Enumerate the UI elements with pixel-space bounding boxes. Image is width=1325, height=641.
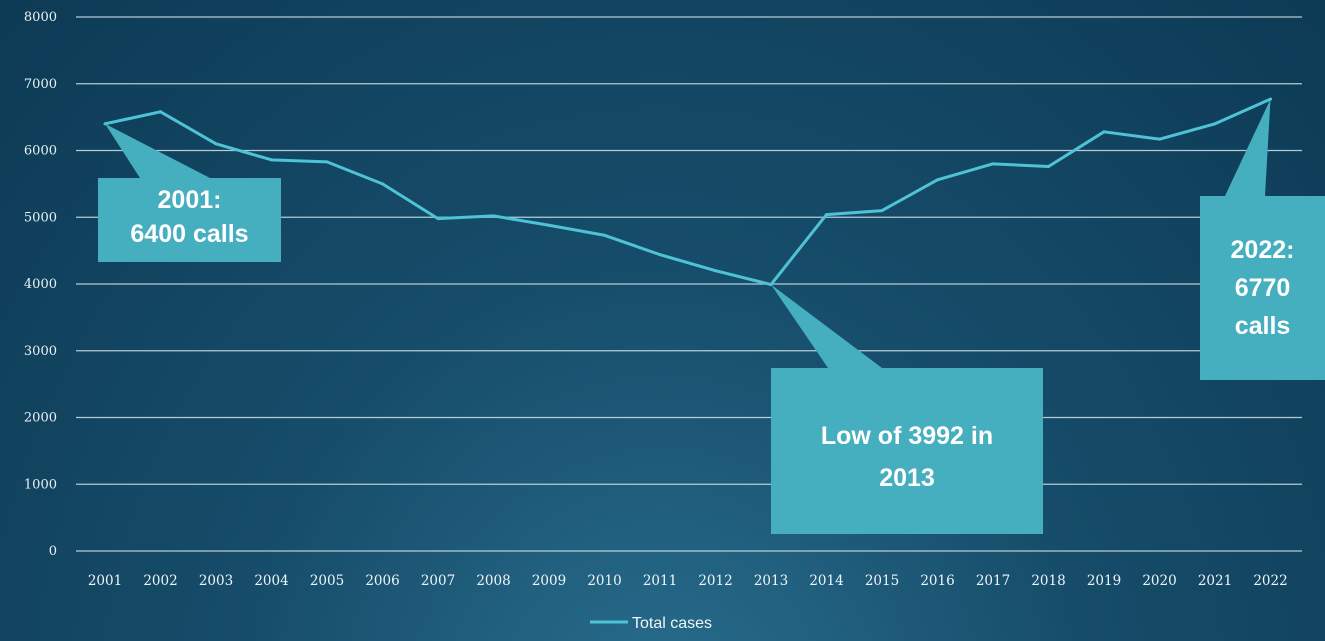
data-point-2019 [1102,130,1106,134]
callout-box [1200,196,1325,380]
data-point-2006 [381,182,384,186]
x-tick-label: 2014 [809,573,843,589]
x-tick-label: 2021 [1198,573,1232,589]
x-axis-ticks: 2001 2002 2003 2004 2005 2006 2007 2008 2009 2010… [88,573,1288,589]
y-tick-label: 7000 [24,77,57,92]
callout-text-line: 6400 calls [130,220,248,248]
legend-label: Total cases [632,615,712,632]
x-tick-label: 2020 [1142,573,1176,589]
data-point-2014 [825,213,828,217]
callout-pointer [1225,99,1271,196]
data-point-2010 [603,233,606,237]
data-point-2004 [270,158,273,162]
data-point-2011 [658,253,662,257]
y-tick-label: 2000 [24,411,57,426]
x-tick-label: 2002 [143,573,177,589]
x-tick-label: 2010 [587,573,621,589]
x-tick-label: 2003 [199,573,233,589]
x-tick-label: 2009 [532,573,566,589]
x-tick-label: 2008 [476,573,510,589]
callout-pointer [105,123,210,178]
data-point-2021 [1213,122,1217,126]
data-point-2005 [325,160,329,164]
x-tick-label: 2013 [754,573,788,589]
x-tick-label: 2001 [88,573,122,589]
data-point-2015 [880,209,884,213]
x-tick-label: 2016 [920,573,954,589]
y-tick-label: 0 [49,544,57,559]
data-point-2016 [936,178,939,182]
y-tick-label: 5000 [24,210,57,225]
y-tick-label: 6000 [24,144,57,159]
callout-2022: 2022: 6770 calls [1200,99,1325,380]
x-tick-label: 2017 [976,573,1010,589]
x-tick-label: 2007 [421,573,455,589]
callouts: 2001: 6400 calls Low of 3992 in 2013 2022: 67… [98,99,1325,534]
series-layer [103,97,1272,287]
x-tick-label: 2012 [698,573,732,589]
callout-2001: 2001: 6400 calls [98,123,281,262]
data-point-2003 [214,142,218,146]
legend: Total cases [590,615,712,632]
data-point-2007 [436,217,440,221]
callout-text-line: calls [1235,312,1291,340]
x-tick-label: 2018 [1031,573,1065,589]
x-tick-label: 2006 [365,573,399,589]
y-axis-ticks: 0 1000 2000 3000 4000 5000 6000 7000 8000 [24,10,57,559]
x-tick-label: 2019 [1087,573,1121,589]
x-tick-label: 2011 [643,573,677,589]
callout-box [98,178,281,262]
data-point-2002 [159,110,162,114]
callout-text-line: Low of 3992 in [821,422,993,450]
x-tick-label: 2005 [310,573,344,589]
data-point-2017 [991,162,995,166]
y-tick-label: 4000 [24,277,57,292]
data-point-2018 [1047,165,1050,169]
x-tick-label: 2015 [865,573,899,589]
callout-text-line: 2022: [1231,236,1295,264]
gridlines [76,16,1302,552]
callout-2013: Low of 3992 in 2013 [771,284,1043,534]
callout-text-line: 2013 [879,464,935,492]
callout-box [771,368,1043,534]
data-point-2008 [492,214,495,218]
x-tick-label: 2022 [1253,573,1287,589]
data-point-2009 [547,223,551,227]
callout-text-line: 2001: [158,186,222,214]
x-tick-label: 2004 [254,573,288,589]
y-tick-label: 3000 [24,344,57,359]
callout-text-line: 6770 [1235,274,1291,302]
series-line-total-cases [103,97,1272,287]
data-point-2012 [714,269,717,273]
y-tick-label: 8000 [24,10,57,25]
data-point-2020 [1158,137,1161,141]
callout-pointer [771,284,882,368]
y-tick-label: 1000 [24,477,57,492]
